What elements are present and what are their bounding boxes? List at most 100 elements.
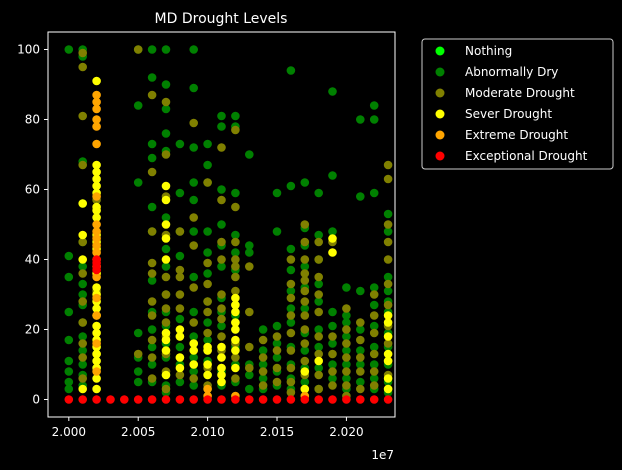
data-point: [272, 339, 282, 348]
data-point: [175, 188, 185, 198]
data-point: [217, 363, 226, 373]
data-point: [300, 237, 310, 247]
data-point: [356, 395, 365, 404]
data-point: [300, 325, 310, 334]
data-point: [147, 276, 157, 285]
data-point: [92, 384, 101, 394]
data-point: [189, 318, 198, 327]
data-point: [369, 321, 379, 331]
data-point: [92, 293, 101, 303]
data-point: [314, 272, 324, 282]
data-point: [147, 269, 157, 278]
data-point: [147, 73, 157, 82]
data-point: [161, 220, 171, 229]
data-point: [161, 328, 171, 338]
x-offset-label: 1e7: [371, 448, 394, 462]
data-point: [314, 349, 324, 359]
data-point: [314, 325, 324, 334]
data-point: [64, 45, 74, 54]
data-point: [231, 111, 240, 121]
data-point: [78, 111, 87, 121]
data-point: [300, 377, 310, 387]
data-point: [175, 304, 185, 313]
legend-marker: [435, 88, 445, 98]
data-point: [245, 248, 254, 257]
data-point: [356, 325, 365, 334]
y-tick-label: 40: [25, 253, 40, 267]
data-point: [328, 307, 337, 317]
data-point: [369, 374, 379, 383]
data-point: [356, 367, 365, 376]
data-point: [161, 384, 171, 394]
data-point: [92, 367, 101, 376]
data-point: [147, 227, 157, 236]
data-point: [217, 122, 226, 131]
data-point: [92, 167, 101, 177]
data-point: [342, 381, 351, 390]
data-point: [203, 160, 212, 170]
data-point: [78, 332, 87, 341]
data-point: [369, 311, 379, 320]
data-point: [189, 283, 198, 292]
data-point: [231, 293, 240, 303]
data-point: [286, 265, 296, 275]
legend-label: Exceptional Drought: [465, 149, 588, 163]
data-point: [92, 328, 101, 338]
data-point: [92, 339, 101, 348]
data-point: [300, 276, 310, 285]
data-point: [258, 346, 268, 355]
data-point: [161, 255, 171, 264]
data-point: [245, 342, 254, 352]
data-point: [78, 160, 87, 170]
data-point: [133, 349, 143, 359]
data-point: [314, 279, 324, 289]
data-point: [78, 262, 87, 271]
data-point: [147, 90, 157, 100]
data-point: [231, 237, 240, 247]
data-point: [286, 255, 296, 264]
plot-frame: [47, 31, 396, 418]
data-point: [217, 185, 226, 194]
data-point: [64, 272, 74, 282]
series-exceptional-drought: [64, 255, 393, 404]
data-point: [161, 244, 171, 254]
data-point: [78, 297, 87, 306]
data-point: [328, 349, 337, 359]
data-point: [189, 381, 198, 390]
data-point: [92, 104, 101, 114]
data-point: [92, 76, 101, 86]
data-point: [231, 318, 240, 327]
data-point: [92, 174, 101, 184]
data-point: [272, 395, 282, 404]
data-point: [356, 353, 365, 362]
data-point: [175, 227, 185, 236]
data-point: [328, 248, 337, 257]
legend-marker: [435, 109, 445, 119]
data-point: [203, 258, 212, 268]
data-point: [231, 125, 240, 135]
data-point: [175, 342, 185, 352]
data-point: [369, 328, 379, 338]
data-point: [203, 328, 212, 338]
data-point: [383, 384, 393, 394]
data-point: [175, 377, 185, 387]
data-point: [189, 227, 198, 236]
data-point: [245, 241, 254, 250]
data-point: [217, 304, 226, 313]
data-point: [78, 374, 87, 383]
data-point: [383, 279, 393, 289]
data-point: [217, 342, 226, 352]
y-tick-label: 0: [32, 393, 40, 407]
x-tick-label: 2.015: [260, 425, 294, 439]
data-point: [147, 395, 157, 404]
data-point: [161, 335, 171, 345]
data-point: [92, 181, 101, 191]
data-point: [356, 384, 365, 394]
data-point: [161, 262, 171, 271]
data-point: [161, 213, 171, 222]
data-point: [231, 248, 240, 257]
x-tick-label: 2.010: [190, 425, 224, 439]
data-point: [92, 349, 101, 359]
data-point: [78, 255, 87, 264]
data-point: [383, 395, 393, 404]
